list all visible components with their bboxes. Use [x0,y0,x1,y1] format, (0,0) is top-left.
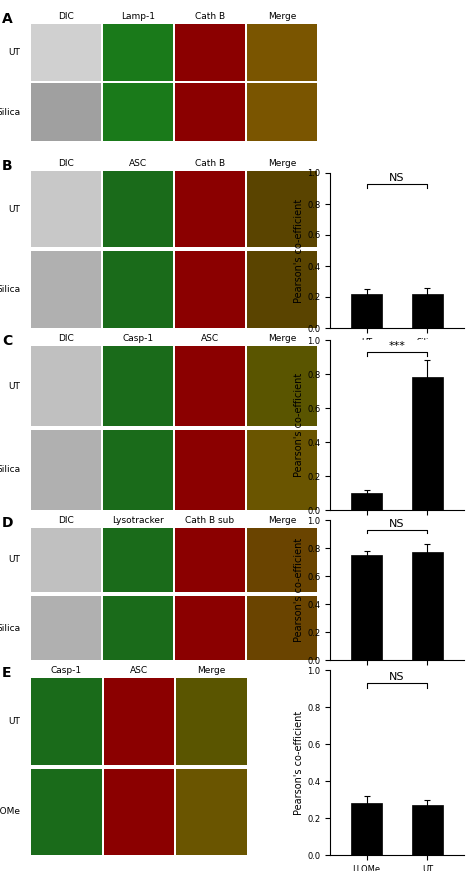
Text: UT: UT [9,717,20,726]
Text: LLOMe: LLOMe [0,807,20,816]
Text: B: B [2,159,13,173]
Text: E: E [2,666,11,680]
Bar [351,555,382,660]
Y-axis label: Pearson's co-efficient: Pearson's co-efficient [294,711,304,814]
Text: Cath B sub: Cath B sub [185,516,235,525]
Text: Silica: Silica [0,108,20,117]
Bar [412,805,443,855]
Text: UT: UT [9,205,20,213]
Text: Merge: Merge [268,516,296,525]
Text: Casp-1: Casp-1 [122,334,154,343]
Text: DIC: DIC [58,159,74,168]
Text: Merge: Merge [268,159,296,168]
Bar [412,377,443,510]
Bar [351,294,382,328]
Text: ASC: ASC [201,334,219,343]
Text: UT: UT [9,48,20,57]
Text: Merge: Merge [198,666,226,675]
Text: UT: UT [9,556,20,564]
Text: DIC: DIC [58,516,74,525]
Text: NS: NS [389,519,405,529]
Text: Silica: Silica [0,624,20,632]
Bar [351,493,382,510]
Text: Casp-1: Casp-1 [51,666,82,675]
Text: ***: *** [389,341,405,351]
Text: Silica: Silica [0,465,20,475]
Bar [412,552,443,660]
Text: ASC: ASC [130,666,148,675]
Text: Merge: Merge [268,12,296,21]
Text: DIC: DIC [58,334,74,343]
Text: A: A [2,12,13,26]
Text: D: D [2,516,13,530]
Text: Silica: Silica [0,285,20,294]
Text: NS: NS [389,173,405,183]
Text: Cath B: Cath B [195,159,225,168]
Bar [351,803,382,855]
Y-axis label: Pearson's co-efficient: Pearson's co-efficient [294,373,304,477]
Text: Cath B: Cath B [195,12,225,21]
Bar [412,294,443,328]
Text: Merge: Merge [268,334,296,343]
Text: ASC: ASC [129,159,147,168]
Text: DIC: DIC [58,12,74,21]
Y-axis label: Pearson's co-efficient: Pearson's co-efficient [294,199,304,302]
Y-axis label: Pearson's co-efficient: Pearson's co-efficient [294,538,304,642]
Text: UT: UT [9,381,20,390]
Text: Lysotracker: Lysotracker [112,516,164,525]
Text: Lamp-1: Lamp-1 [121,12,155,21]
Text: C: C [2,334,12,348]
Text: NS: NS [389,672,405,682]
